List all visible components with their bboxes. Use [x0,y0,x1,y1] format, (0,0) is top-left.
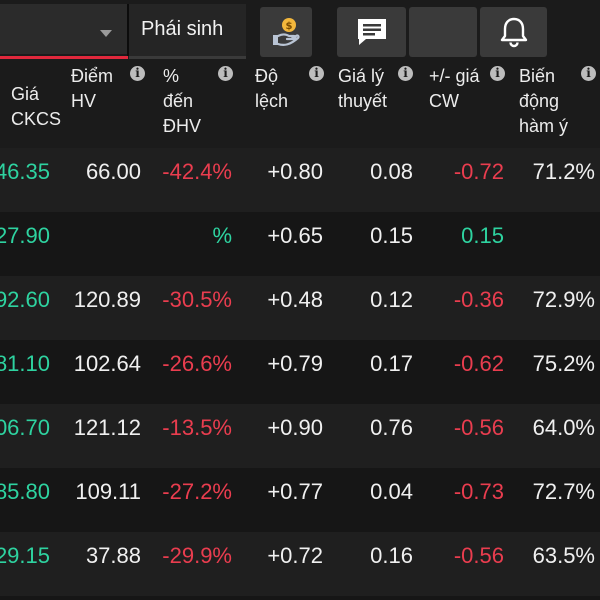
cell-cw-change: -0.56 [453,543,504,568]
table-header: Giá CKCS Điểm HV i % đến ĐHV i Độ lệch i… [0,62,600,148]
cell-bien-dong: 63.5% [532,543,595,568]
cell-do-lech: +0.72 [267,543,323,568]
cell-do-lech: +0.77 [267,479,323,504]
top-toolbar: Phái sinh $ [0,0,600,62]
cell-gia-ly-thuyet: 0.12 [370,287,413,312]
table-row[interactable]: 81.10 102.64 -26.6% +0.79 0.17 -0.62 75.… [0,340,600,404]
cell-cw-change: 0.15 [461,223,504,248]
cell-gia-ly-thuyet: 0.15 [370,223,413,248]
active-tab-indicator [0,56,128,59]
cell-pct-den-dhv: -27.2% [162,479,232,504]
cell-diem-hv: 121.12 [73,415,141,440]
cell-diem-hv: 120.89 [73,287,141,312]
cell-cw-change: -0.36 [453,287,504,312]
cell-gia-ckcs: 46.35 [0,159,50,184]
cell-bien-dong: 75.2% [532,351,595,376]
col-do-lech: Độ lệch [255,66,289,111]
cell-pct-den-dhv: -30.5% [162,287,232,312]
cell-gia-ly-thuyet: 0.08 [370,159,413,184]
table-row[interactable]: 06.70 121.12 -13.5% +0.90 0.76 -0.56 64.… [0,404,600,468]
cell-do-lech: +0.90 [267,415,323,440]
market-dropdown[interactable] [0,4,127,54]
cell-pct-den-dhv: % [212,223,232,248]
cell-gia-ly-thuyet: 0.16 [370,543,413,568]
cell-gia-ckcs: 27.90 [0,223,50,248]
notification-button[interactable] [480,7,547,57]
cell-cw-change: -0.62 [453,351,504,376]
cell-gia-ly-thuyet: 0.17 [370,351,413,376]
chat-icon [357,19,386,45]
cell-do-lech: +0.79 [267,351,323,376]
col-gia-ly-thuyet: Giá lý thuyết [338,66,388,111]
info-icon[interactable]: i [309,66,324,81]
cell-pct-den-dhv: -13.5% [162,415,232,440]
cell-bien-dong: 71.2% [532,159,595,184]
info-icon[interactable]: i [398,66,413,81]
bell-icon [500,17,527,48]
cell-bien-dong: 72.7% [532,479,595,504]
cell-gia-ly-thuyet: 0.04 [370,479,413,504]
cell-bien-dong: 64.0% [532,415,595,440]
cell-cw-change: -0.56 [453,415,504,440]
table-row[interactable]: 92.60 120.89 -30.5% +0.48 0.12 -0.36 72.… [0,276,600,340]
cell-do-lech: +0.65 [267,223,323,248]
cell-diem-hv: 109.11 [75,479,141,504]
cell-bien-dong: 72.9% [532,287,595,312]
cell-gia-ly-thuyet: 0.76 [370,415,413,440]
cell-diem-hv: 66.00 [85,159,141,184]
cell-diem-hv: 102.64 [73,351,141,376]
cell-bien-dong [510,212,595,276]
cell-pct-den-dhv: -26.6% [162,351,232,376]
cell-gia-ckcs: 06.70 [0,415,50,440]
cell-gia-ckcs: 85.80 [0,479,50,504]
cell-cw-change: -0.72 [453,159,504,184]
cell-cw-change: -0.73 [453,479,504,504]
cell-do-lech: +0.48 [267,287,323,312]
col-pct-den-dhv: % đến ĐHV [163,66,202,136]
info-icon[interactable]: i [490,66,505,81]
cell-diem-hv: 37.88 [85,543,141,568]
col-diem-hv: Điểm HV [71,66,114,111]
cell-gia-ckcs: 92.60 [0,287,50,312]
hand-coin-icon: $ [273,18,300,46]
cell-pct-den-dhv: -42.4% [162,159,232,184]
cell-gia-ckcs: 81.10 [0,351,50,376]
info-icon[interactable]: i [581,66,596,81]
chat-button[interactable] [337,7,406,57]
table-row[interactable]: 29.15 37.88 -29.9% +0.72 0.16 -0.56 63.5… [0,532,600,596]
tab-phai-sinh-label: Phái sinh [141,18,224,40]
cell-do-lech: +0.80 [267,159,323,184]
cell-pct-den-dhv: -29.9% [162,543,232,568]
table-row[interactable]: 85.80 109.11 -27.2% +0.77 0.04 -0.73 72.… [0,468,600,532]
blank-button[interactable] [409,7,477,57]
cell-gia-ckcs: 29.15 [0,543,50,568]
hand-coin-button[interactable]: $ [260,7,312,57]
info-icon[interactable]: i [218,66,233,81]
toolbar-divider [127,4,129,56]
svg-text:$: $ [286,21,293,32]
table-row[interactable]: 46.35 66.00 -42.4% +0.80 0.08 -0.72 71.2… [0,148,600,212]
tab-phai-sinh[interactable]: Phái sinh [129,4,246,56]
table-row[interactable]: 27.90 % +0.65 0.15 0.15 [0,212,600,276]
chevron-down-icon [100,30,112,37]
info-icon[interactable]: i [130,66,145,81]
col-cw-change: +/- giá CW [429,66,480,111]
col-gia-ckcs: Giá CKCS [11,84,62,129]
col-bien-dong-ham-y: Biến động hàm ý [519,66,569,136]
cell-diem-hv [55,212,141,276]
tab-underline [129,56,246,59]
